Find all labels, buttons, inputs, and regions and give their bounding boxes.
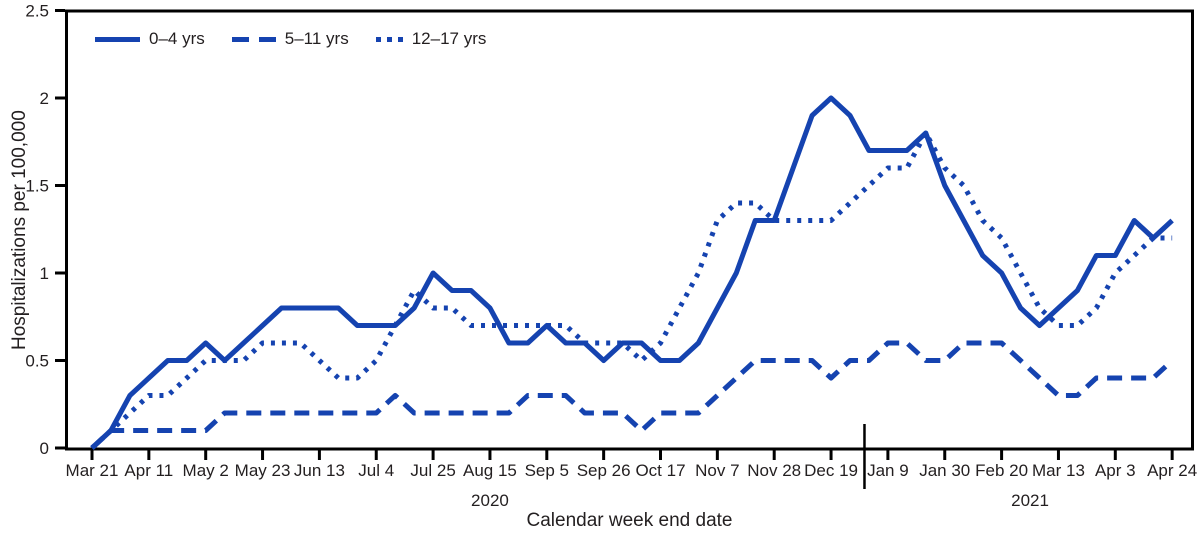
- x-tick-label: Nov 28: [747, 461, 801, 480]
- dashed-line-swatch-icon: [231, 36, 276, 42]
- legend-item-5-11: 5–11 yrs: [231, 29, 349, 49]
- x-tick-label: Nov 7: [695, 461, 739, 480]
- x-tick-label: Mar 13: [1032, 461, 1085, 480]
- y-tick-label: 1: [40, 264, 49, 283]
- x-tick-label: Feb 20: [975, 461, 1028, 480]
- x-tick-label: Sep 26: [577, 461, 631, 480]
- x-tick-label: Jan 9: [867, 461, 909, 480]
- legend-item-12-17: 12–17 yrs: [375, 29, 487, 49]
- x-axis-title: Calendar week end date: [526, 510, 733, 531]
- year-label: 2020: [471, 491, 509, 510]
- x-tick-label: May 23: [235, 461, 291, 480]
- y-tick-label: 0: [40, 439, 49, 458]
- x-tick-label: Jun 13: [294, 461, 345, 480]
- y-tick-label: 0.5: [25, 352, 49, 371]
- legend-item-0-4: 0–4 yrs: [95, 29, 205, 49]
- x-tick-label: Apr 11: [124, 461, 173, 480]
- x-tick-label: Apr 3: [1095, 461, 1136, 480]
- legend-label-0-4: 0–4 yrs: [149, 29, 205, 48]
- x-tick-label: Mar 21: [66, 461, 119, 480]
- series-line-dotted: [90, 130, 1173, 450]
- year-label: 2021: [1011, 491, 1049, 510]
- x-tick-label: Apr 24: [1147, 461, 1197, 480]
- x-tick-label: Sep 5: [525, 461, 569, 480]
- y-tick-label: 2: [40, 89, 49, 108]
- y-tick-label: 1.5: [25, 177, 49, 196]
- solid-line-swatch-icon: [95, 36, 140, 42]
- x-tick-label: May 2: [183, 461, 229, 480]
- x-tick-label: Jan 30: [919, 461, 970, 480]
- legend-label-12-17: 12–17 yrs: [411, 29, 487, 48]
- x-tick-label: Jul 4: [358, 461, 394, 480]
- x-tick-label: Aug 15: [463, 461, 517, 480]
- series-line-solid: [90, 95, 1174, 450]
- y-axis-title: Hospitalizations per 100,000: [9, 110, 30, 350]
- x-tick-label: Oct 17: [635, 461, 685, 480]
- x-tick-label: Jul 25: [410, 461, 455, 480]
- x-tick-label: Dec 19: [804, 461, 858, 480]
- legend: 0–4 yrs 5–11 yrs 12–17 yrs: [95, 28, 513, 50]
- legend-label-5-11: 5–11 yrs: [284, 29, 349, 48]
- dotted-line-swatch-icon: [375, 36, 403, 42]
- plot-frame: [65, 9, 1194, 451]
- y-tick-label: 2.5: [25, 2, 49, 21]
- series-line-dashed: [90, 340, 1174, 450]
